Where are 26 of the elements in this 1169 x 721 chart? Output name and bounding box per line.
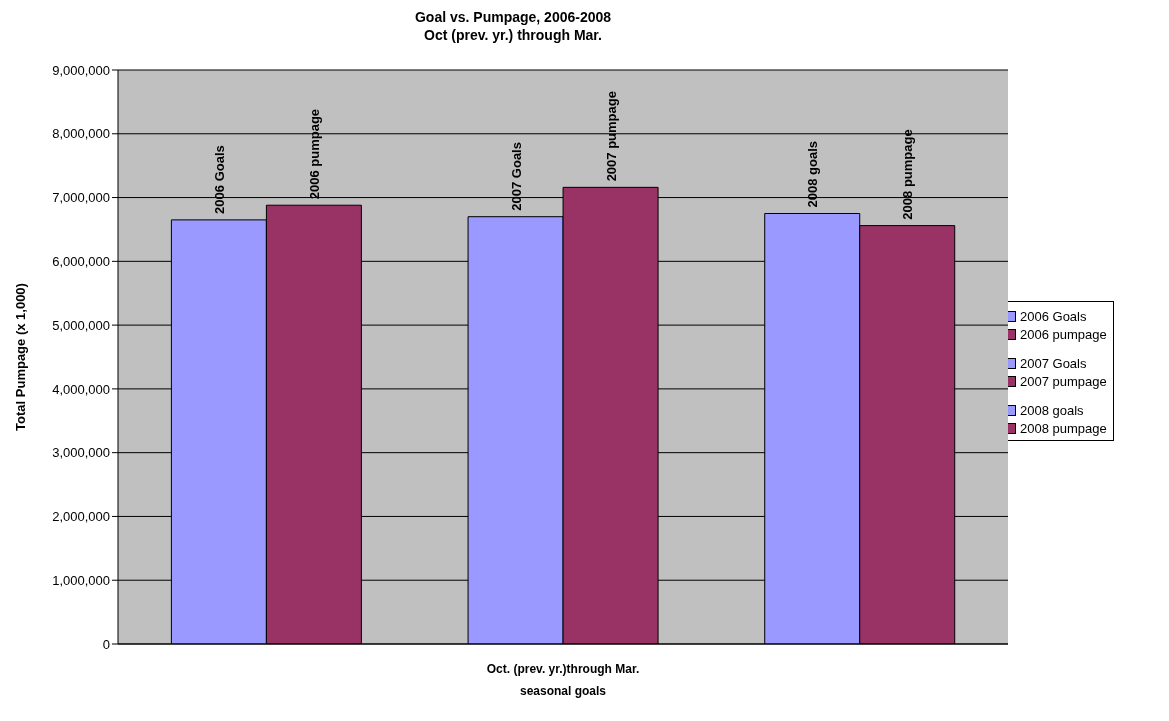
text: 2007 pumpage <box>603 91 619 182</box>
y-tick-label: 4,000,000 <box>52 381 110 397</box>
legend-label: 2006 Goals <box>1020 309 1087 324</box>
y-tick-label: 6,000,000 <box>52 253 110 269</box>
y-tick-label: 8,000,000 <box>52 126 110 142</box>
y-axis-title: Total Pumpage (x 1,000) <box>12 283 28 431</box>
y-tick-label: 9,000,000 <box>52 62 110 78</box>
y-tick-label: 5,000,000 <box>52 317 110 333</box>
chart-title: Goal vs. Pumpage, 2006-2008 Oct (prev. yr.) through Mar. <box>413 8 613 44</box>
legend-label: 2007 pumpage <box>1020 374 1107 389</box>
y-tick-label: 3,000,000 <box>52 445 110 461</box>
x-axis-title: seasonal goals <box>518 684 607 698</box>
legend-label: 2008 pumpage <box>1020 421 1107 436</box>
text: 2006 Goals <box>211 145 227 214</box>
y-tick-label: 7,000,000 <box>52 190 110 206</box>
y-tick-label: 2,000,000 <box>52 509 110 525</box>
y-tick-label: 0 <box>102 636 110 652</box>
y-tick-label: 1,000,000 <box>52 572 110 588</box>
text: 2006 pumpage <box>306 108 322 200</box>
text: 2007 Goals <box>508 142 524 211</box>
legend-label: 2006 pumpage <box>1020 327 1107 342</box>
text: 2008 goals <box>805 141 821 208</box>
x-tick-label: Oct. (prev. yr.)through Mar. <box>486 661 640 676</box>
legend-label: 2008 goals <box>1020 403 1084 418</box>
legend-label: 2007 Goals <box>1020 356 1087 371</box>
text: 2008 pumpage <box>900 129 916 220</box>
